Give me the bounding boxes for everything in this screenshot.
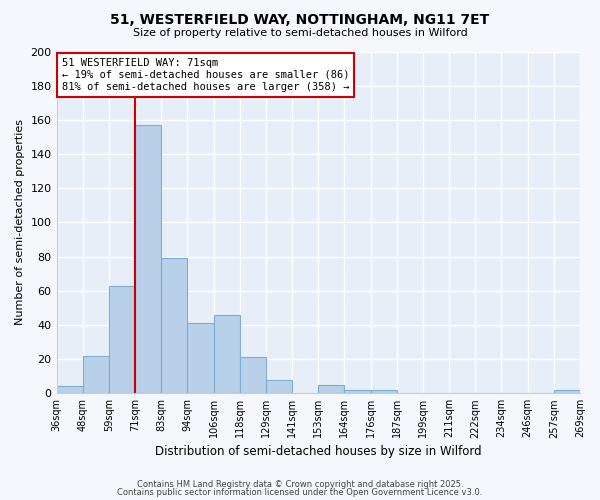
Bar [187,323,214,393]
Bar [344,390,371,393]
X-axis label: Distribution of semi-detached houses by size in Wilford: Distribution of semi-detached houses by … [155,444,482,458]
Text: 51, WESTERFIELD WAY, NOTTINGHAM, NG11 7ET: 51, WESTERFIELD WAY, NOTTINGHAM, NG11 7E… [110,12,490,26]
Bar [161,258,187,393]
Text: Contains HM Land Registry data © Crown copyright and database right 2025.: Contains HM Land Registry data © Crown c… [137,480,463,489]
Text: 51 WESTERFIELD WAY: 71sqm
← 19% of semi-detached houses are smaller (86)
81% of : 51 WESTERFIELD WAY: 71sqm ← 19% of semi-… [62,58,349,92]
Bar [83,356,109,393]
Bar [371,390,397,393]
Bar [109,286,135,393]
Bar [56,386,83,393]
Y-axis label: Number of semi-detached properties: Number of semi-detached properties [15,120,25,326]
Bar [318,384,344,393]
Text: Size of property relative to semi-detached houses in Wilford: Size of property relative to semi-detach… [133,28,467,38]
Bar [214,314,240,393]
Bar [266,380,292,393]
Bar [554,390,580,393]
Text: Contains public sector information licensed under the Open Government Licence v3: Contains public sector information licen… [118,488,482,497]
Bar [135,125,161,393]
Bar [240,358,266,393]
